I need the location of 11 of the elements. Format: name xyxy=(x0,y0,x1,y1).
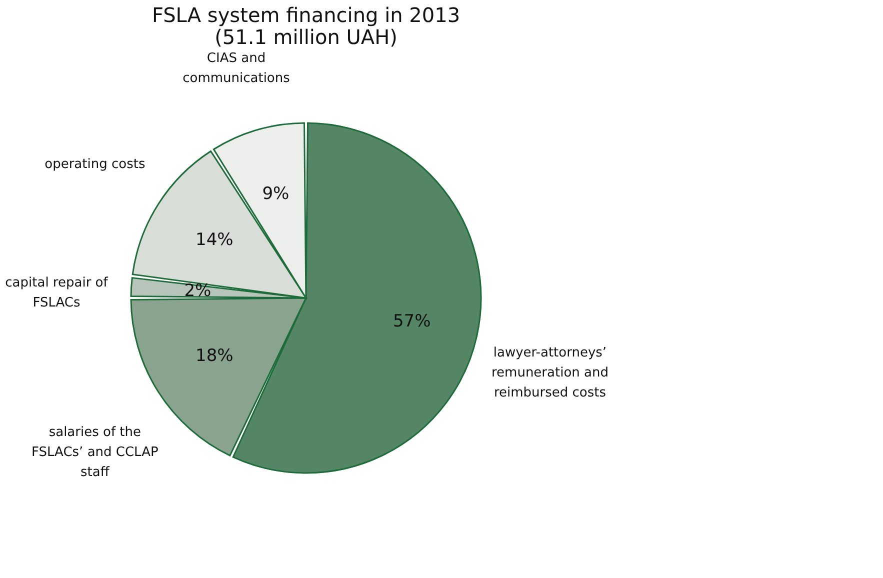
slice-label: salaries of the FSLACs’ and CCLAP staff xyxy=(31,424,158,480)
data-label: 14% xyxy=(195,230,234,250)
slice-label: operating costs xyxy=(44,157,146,172)
slice-label: capital repair of FSLACs xyxy=(5,275,108,310)
data-label: 57% xyxy=(392,312,431,332)
slice-label: CIAS and communications xyxy=(182,50,290,86)
data-label: 18% xyxy=(195,346,234,366)
slice-label: lawyer-attorneys’ remuneration and reimbursed costs xyxy=(491,346,608,401)
data-label: 9% xyxy=(262,184,290,204)
data-label: 2% xyxy=(184,281,212,302)
text: FSLA system financing in 2013 xyxy=(152,2,460,27)
